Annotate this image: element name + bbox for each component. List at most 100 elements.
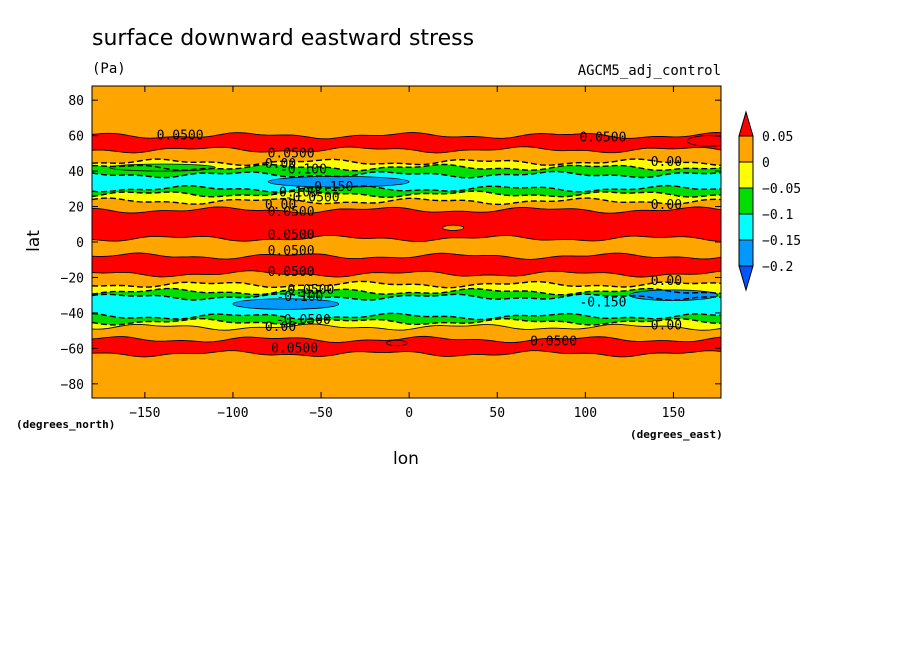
field-band <box>92 191 721 205</box>
contour-label: -0.100 <box>280 162 327 177</box>
contour-line <box>92 293 721 301</box>
contour-line <box>92 280 721 289</box>
units-label: (Pa) <box>92 61 126 77</box>
y-tick-label: 0 <box>76 236 84 251</box>
contour-line <box>92 323 721 331</box>
y-tick-label: −40 <box>61 307 84 322</box>
contour-line <box>92 335 721 344</box>
field-island <box>628 289 718 301</box>
y-tick-label: 60 <box>68 130 84 145</box>
field-band <box>92 206 721 242</box>
contour-label: -0.0500 <box>285 191 340 206</box>
contour-label: 0.0500 <box>271 341 318 356</box>
x-axis-unit: (degrees_east) <box>630 428 723 441</box>
field-band <box>92 253 721 277</box>
colorbar-segment <box>738 239 754 267</box>
x-tick-label: 150 <box>662 406 685 421</box>
contour-label: -0.0500 <box>280 283 335 298</box>
y-tick-label: 40 <box>68 165 84 180</box>
contour-line <box>92 270 721 278</box>
contour-line <box>92 163 721 172</box>
contour-label: -0.100 <box>276 290 323 305</box>
contour-line <box>92 252 721 260</box>
x-tick-label: −50 <box>309 406 332 421</box>
contour-label: 0.00 <box>265 157 296 172</box>
y-tick-label: −20 <box>61 271 84 286</box>
field-band <box>92 350 721 398</box>
dataset-label: AGCM5_adj_control <box>578 63 721 79</box>
contour-label: 0.0500 <box>268 146 315 161</box>
contour-line <box>92 184 721 193</box>
contour-line <box>92 170 721 179</box>
field-island <box>442 224 465 231</box>
contour-label: 0.00 <box>651 318 682 333</box>
colorbar-label: −0.1 <box>762 208 793 223</box>
colorbar-label: −0.2 <box>762 260 793 275</box>
contour-line <box>92 190 721 199</box>
colorbar-segment <box>738 135 754 163</box>
contour-label: 0.00 <box>651 198 682 213</box>
y-tick-label: −80 <box>61 378 84 393</box>
y-tick-label: 80 <box>68 94 84 109</box>
contour-label: 0.0500 <box>268 205 315 220</box>
contour-lines <box>92 132 721 358</box>
colorbar-segment <box>738 161 754 189</box>
contour-label: 0.00 <box>265 320 296 335</box>
field-band <box>92 198 721 214</box>
field-island <box>687 135 721 147</box>
contour-label: 0.0500 <box>268 265 315 280</box>
field-island <box>232 298 340 310</box>
contour-label: -0.100 <box>271 185 318 200</box>
contour-label: 0.0500 <box>268 228 315 243</box>
contour-line <box>92 132 721 140</box>
y-axis-unit: (degrees_north) <box>16 418 115 431</box>
colorbar: 0.05 0 −0.05 −0.1 −0.15 −0.2 <box>738 110 801 292</box>
field-band <box>92 164 721 178</box>
colorbar-extend-top <box>738 110 754 137</box>
field-band <box>92 336 721 357</box>
colorbar-label: 0.05 <box>762 130 793 145</box>
field-band <box>92 86 721 139</box>
field-band <box>92 159 721 171</box>
contour-line <box>92 146 721 154</box>
contour-line <box>92 317 721 326</box>
contour-labels: 0.0500 0.05000.05000.000.00-0.100-0.150-0… <box>157 129 682 357</box>
x-tick-label: 0 <box>405 406 413 421</box>
field-band <box>92 132 721 153</box>
y-axis-ticks: 80 60 40 20 0 −20 −40 −60 −80 <box>61 94 721 393</box>
colorbar-label: −0.15 <box>762 234 801 249</box>
contour-label: -0.150 <box>306 180 353 195</box>
x-tick-label: 100 <box>574 406 597 421</box>
contour-label: 0.0500 <box>530 334 577 349</box>
contour-label: 0.00 <box>651 155 682 170</box>
colorbar-segment <box>738 187 754 215</box>
contour-label: 0.0500 <box>579 130 626 145</box>
contour-label: 0.0500 <box>268 244 315 259</box>
y-tick-label: 20 <box>68 201 84 216</box>
x-tick-label: −100 <box>217 406 248 421</box>
contour-line <box>92 197 721 206</box>
colorbar-extend-bottom <box>738 265 754 292</box>
x-axis-ticks: −150 −100 −50 0 50 100 150 <box>129 86 685 421</box>
contour-line <box>92 158 721 167</box>
contour-label: 0.00 <box>651 274 682 289</box>
contour-line <box>92 350 721 358</box>
field-island <box>385 339 408 347</box>
contour-line <box>92 287 721 296</box>
field-island <box>109 163 216 172</box>
y-tick-label: −60 <box>61 342 84 357</box>
x-tick-label: 50 <box>489 406 505 421</box>
contour-line <box>92 234 721 243</box>
contour-line <box>92 312 721 321</box>
contour-label: -0.0500 <box>276 313 331 328</box>
colorbar-label: −0.05 <box>762 182 801 197</box>
contour-label: -0.150 <box>579 295 626 310</box>
x-axis-label: lon <box>393 449 419 469</box>
field-band <box>92 185 721 198</box>
y-axis-label: lat <box>24 230 44 252</box>
x-tick-label: −150 <box>129 406 160 421</box>
chart-title: surface downward eastward stress <box>92 26 474 51</box>
colorbar-segment <box>738 213 754 241</box>
colorbar-label: 0 <box>762 156 770 171</box>
